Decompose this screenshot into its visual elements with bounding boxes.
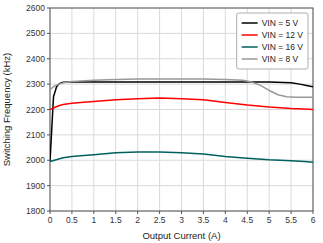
series-line bbox=[50, 98, 313, 109]
x-tick bbox=[291, 211, 292, 214]
legend-label: VIN = 8 V bbox=[262, 54, 299, 64]
x-tick-label: 5 bbox=[267, 215, 272, 225]
x-grid-line bbox=[93, 8, 94, 211]
x-tick bbox=[159, 211, 160, 214]
y-tick bbox=[47, 33, 50, 34]
x-tick bbox=[225, 211, 226, 214]
plot-frame bbox=[50, 8, 313, 211]
legend-label: VIN = 12 V bbox=[262, 30, 304, 40]
series-line bbox=[50, 82, 313, 161]
x-tick bbox=[269, 211, 270, 214]
series-line bbox=[50, 152, 313, 162]
x-tick-label: 0.5 bbox=[66, 215, 78, 225]
y-tick-label: 1800 bbox=[26, 206, 45, 216]
x-grid-line bbox=[159, 8, 160, 211]
grid bbox=[50, 8, 313, 211]
y-tick-label: 2100 bbox=[26, 130, 45, 140]
x-tick-label: 1 bbox=[91, 215, 96, 225]
x-tick-label: 2.5 bbox=[154, 215, 166, 225]
x-tick-label: 0 bbox=[48, 215, 53, 225]
chart: 0 0.5 1 1.5 2 2.5 3 3.5 4 4.5 5 5.5 6 1800 1900 2000 210… bbox=[0, 0, 323, 243]
y-tick-label: 2500 bbox=[26, 28, 45, 38]
legend-swatch bbox=[242, 58, 258, 60]
x-grid-line bbox=[115, 8, 116, 211]
y-tick bbox=[47, 8, 50, 9]
y-tick-label: 2300 bbox=[26, 79, 45, 89]
ticks: 0 0.5 1 1.5 2 2.5 3 3.5 4 4.5 5 5.5 6 1800 1900 2000 210… bbox=[26, 3, 316, 225]
x-grid-line bbox=[71, 8, 72, 211]
x-tick bbox=[71, 211, 72, 214]
x-grid-line bbox=[137, 8, 138, 211]
legend-label: VIN = 5 V bbox=[262, 18, 299, 28]
x-tick-label: 6 bbox=[311, 215, 316, 225]
x-tick bbox=[137, 211, 138, 214]
legend-box bbox=[237, 13, 308, 69]
x-tick bbox=[203, 211, 204, 214]
y-tick bbox=[47, 109, 50, 110]
x-grid-line bbox=[203, 8, 204, 211]
x-tick bbox=[247, 211, 248, 214]
y-tick bbox=[47, 84, 50, 85]
y-tick bbox=[47, 134, 50, 135]
x-tick bbox=[313, 211, 314, 214]
x-tick bbox=[93, 211, 94, 214]
x-tick-label: 3 bbox=[179, 215, 184, 225]
y-tick bbox=[47, 58, 50, 59]
x-tick-label: 3.5 bbox=[198, 215, 210, 225]
lines bbox=[50, 79, 313, 162]
y-axis-label: Switching Frequency (kHz) bbox=[1, 53, 12, 167]
x-grid-line bbox=[225, 8, 226, 211]
y-tick-label: 2400 bbox=[26, 54, 45, 64]
x-grid-line bbox=[181, 8, 182, 211]
legend: VIN = 5 V VIN = 12 V VIN = 16 V VIN = 8 V bbox=[237, 13, 308, 69]
x-tick-label: 1.5 bbox=[110, 215, 122, 225]
y-tick bbox=[47, 160, 50, 161]
legend-swatch bbox=[242, 34, 258, 36]
y-tick-label: 2600 bbox=[26, 3, 45, 13]
y-tick-label: 2200 bbox=[26, 105, 45, 115]
x-axis-label: Output Current (A) bbox=[142, 230, 220, 241]
x-tick-label: 4.5 bbox=[241, 215, 253, 225]
legend-swatch bbox=[242, 46, 258, 48]
x-tick-label: 5.5 bbox=[285, 215, 297, 225]
x-tick-label: 4 bbox=[223, 215, 228, 225]
y-tick-label: 2000 bbox=[26, 155, 45, 165]
y-tick bbox=[47, 211, 50, 212]
y-tick-label: 1900 bbox=[26, 181, 45, 191]
series-line bbox=[50, 79, 313, 97]
legend-swatch bbox=[242, 22, 258, 24]
x-tick bbox=[115, 211, 116, 214]
y-tick bbox=[47, 185, 50, 186]
x-tick-label: 2 bbox=[135, 215, 140, 225]
legend-label: VIN = 16 V bbox=[262, 42, 304, 52]
x-tick bbox=[181, 211, 182, 214]
